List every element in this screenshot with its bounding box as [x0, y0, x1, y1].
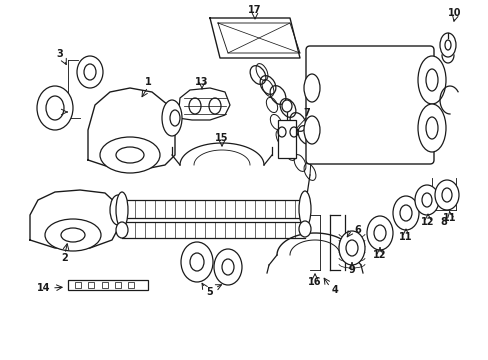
Ellipse shape — [304, 116, 319, 144]
Ellipse shape — [298, 221, 310, 237]
Bar — [102, 282, 108, 288]
Text: 10: 10 — [447, 8, 461, 18]
Polygon shape — [30, 190, 120, 248]
Text: 2: 2 — [61, 253, 68, 263]
Ellipse shape — [116, 192, 128, 228]
Ellipse shape — [414, 185, 438, 215]
Bar — [75, 282, 81, 288]
Bar — [68, 280, 148, 290]
Ellipse shape — [45, 219, 101, 251]
Bar — [115, 282, 121, 288]
Text: 13: 13 — [195, 77, 208, 87]
Text: 8: 8 — [440, 217, 447, 227]
Ellipse shape — [100, 137, 160, 173]
Ellipse shape — [282, 100, 291, 112]
Text: 6: 6 — [354, 225, 361, 235]
Text: 4: 4 — [331, 285, 338, 295]
Ellipse shape — [116, 222, 128, 238]
Text: 17: 17 — [248, 5, 261, 15]
Text: 14: 14 — [37, 283, 50, 293]
FancyBboxPatch shape — [305, 46, 433, 164]
Ellipse shape — [181, 242, 213, 282]
Text: 11: 11 — [398, 232, 412, 242]
Text: 12: 12 — [420, 217, 434, 227]
Text: 9: 9 — [348, 265, 355, 275]
Ellipse shape — [37, 86, 73, 130]
Text: 15: 15 — [215, 133, 228, 143]
Ellipse shape — [214, 249, 242, 285]
Ellipse shape — [304, 74, 319, 102]
Ellipse shape — [298, 191, 310, 227]
Text: 12: 12 — [372, 250, 386, 260]
Polygon shape — [178, 88, 229, 120]
Ellipse shape — [392, 196, 418, 230]
Polygon shape — [209, 18, 299, 58]
Text: 5: 5 — [206, 287, 213, 297]
Polygon shape — [88, 88, 175, 170]
Bar — [278, 120, 295, 158]
Ellipse shape — [434, 180, 458, 210]
Ellipse shape — [338, 231, 364, 265]
Text: 7: 7 — [303, 108, 310, 118]
Ellipse shape — [366, 216, 392, 250]
Bar — [128, 282, 134, 288]
Text: 11: 11 — [442, 213, 456, 223]
Bar — [88, 282, 94, 288]
Ellipse shape — [110, 195, 126, 225]
Ellipse shape — [417, 56, 445, 104]
Text: 3: 3 — [57, 49, 63, 59]
Text: 1: 1 — [144, 77, 151, 87]
Text: 16: 16 — [307, 277, 321, 287]
Ellipse shape — [417, 104, 445, 152]
Ellipse shape — [162, 100, 182, 136]
Ellipse shape — [77, 56, 103, 88]
